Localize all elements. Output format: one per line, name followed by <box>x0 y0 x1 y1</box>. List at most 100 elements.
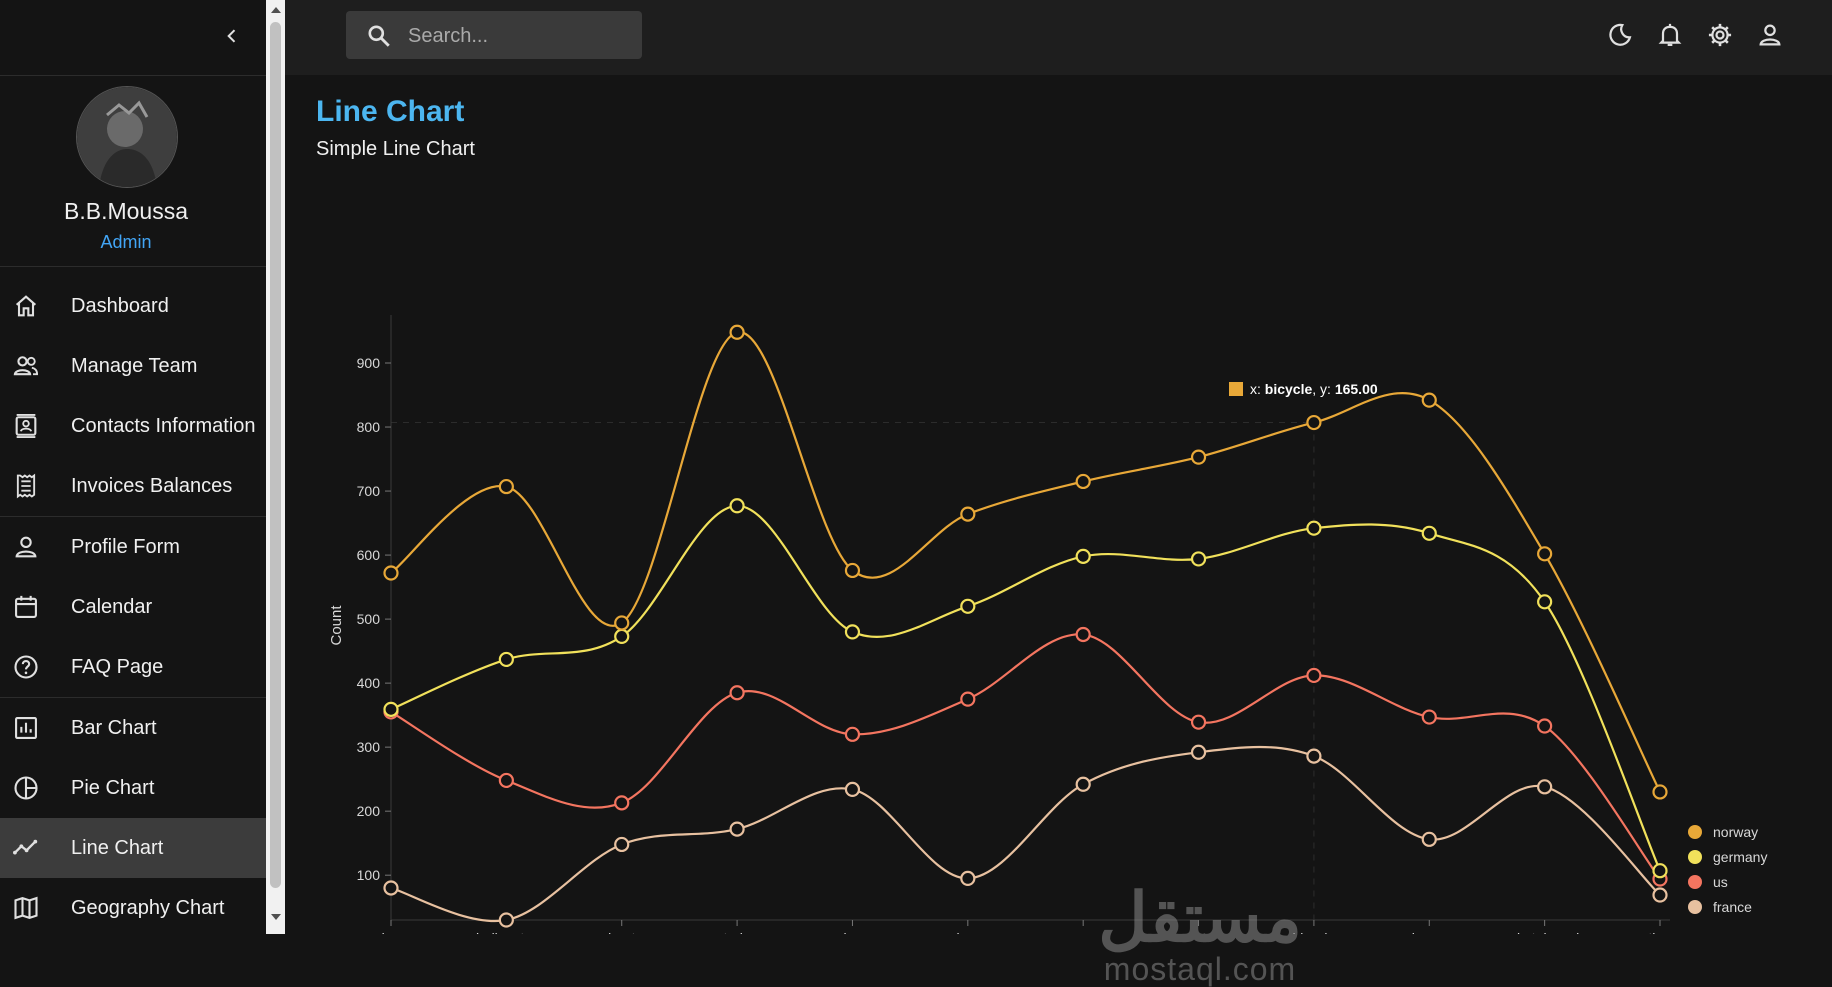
page-title: Line Chart <box>316 95 465 128</box>
sidebar-item-label: Calendar <box>71 596 153 618</box>
data-point-norway-train <box>729 324 745 340</box>
x-tick-label: bus <box>957 930 980 934</box>
data-point-france-horse <box>1421 831 1437 847</box>
tooltip-text: x: bicycle, y: 165.00 <box>1250 381 1378 397</box>
data-point-germany-others <box>1652 863 1668 879</box>
home-icon <box>15 295 37 317</box>
data-point-us-bus <box>960 691 976 707</box>
data-point-france-bus <box>960 870 976 886</box>
data-point-norway-helicopter <box>498 478 514 495</box>
scroll-down-arrow-icon[interactable] <box>271 914 281 920</box>
notifications-icon[interactable] <box>1656 21 1684 49</box>
data-point-germany-plane <box>383 701 399 717</box>
receipt-icon <box>16 473 36 499</box>
x-tick-label: boat <box>608 930 635 934</box>
dark-mode-icon[interactable] <box>1606 21 1634 49</box>
x-tick-label: train <box>723 930 750 934</box>
sidebar-scrollbar[interactable] <box>266 0 285 934</box>
series-line-norway <box>390 331 1661 793</box>
profile-name: B.B.Moussa <box>64 198 188 224</box>
sidebar-item-label: FAQ Page <box>71 656 164 678</box>
profile-role: Admin <box>100 232 152 252</box>
data-point-france-plane <box>383 880 399 896</box>
x-tick-label: skateboard <box>1510 930 1579 934</box>
data-point-us-car <box>1075 626 1091 643</box>
sidebar-divider <box>0 516 266 517</box>
main-content: Line Chart Simple Line Chart 100 200 300 40… <box>285 75 1832 985</box>
sidebar-item-label: Profile Form <box>71 536 180 558</box>
sidebar-item-manage-team[interactable]: Manage Team <box>0 336 266 396</box>
sidebar-item-dashboard[interactable]: Dashboard <box>0 276 266 336</box>
sidebar-item-invoices[interactable]: Invoices Balances <box>0 456 266 516</box>
sidebar-item-faq[interactable]: FAQ Page <box>0 637 266 697</box>
y-tick-label: 900 <box>357 355 381 371</box>
data-point-germany-helicopter <box>498 651 514 668</box>
series-line-france <box>390 745 1661 923</box>
watermark-latin: mostaql.com <box>1103 951 1297 987</box>
scroll-up-arrow-icon[interactable] <box>271 7 281 13</box>
data-point-france-boat <box>614 836 630 853</box>
x-tick-label: others <box>1641 930 1680 934</box>
chart-tooltip: x: bicycle, y: 165.00 <box>1229 381 1378 397</box>
sidebar-item-label: Pie Chart <box>71 777 155 799</box>
y-axis-label: Count <box>328 605 345 646</box>
line-chart: 100 200 300 400 500 600 700 800 900 plane helicopt… <box>328 315 1767 934</box>
avatar <box>76 86 178 188</box>
data-point-us-horse <box>1421 709 1437 725</box>
data-point-germany-bicycle <box>1306 520 1322 536</box>
sidebar-item-contacts[interactable]: Contacts Information <box>0 396 266 456</box>
help-icon <box>14 655 38 679</box>
scrollbar-thumb[interactable] <box>270 22 281 888</box>
legend-label-germany: germany <box>1713 849 1767 865</box>
settings-icon[interactable] <box>1706 21 1734 49</box>
data-point-france-subway <box>844 781 861 797</box>
y-tick-label: 500 <box>357 611 381 627</box>
sidebar-item-profile-form[interactable]: Profile Form <box>0 517 266 577</box>
calendar-icon <box>15 595 37 618</box>
tooltip-swatch <box>1229 382 1243 396</box>
collapse-sidebar-button[interactable] <box>218 22 246 50</box>
bar-chart-icon <box>15 717 37 739</box>
x-tick-label: plane <box>374 930 408 934</box>
y-tick-label: 400 <box>357 675 381 691</box>
people-icon <box>13 356 39 376</box>
data-point-germany-boat <box>614 628 630 644</box>
data-point-us-subway <box>844 726 861 742</box>
legend-swatch-us <box>1688 875 1702 889</box>
data-point-norway-car <box>1075 473 1091 490</box>
person-icon <box>15 536 37 558</box>
y-tick-label: 700 <box>357 483 381 499</box>
sidebar-item-bar-chart[interactable]: Bar Chart <box>0 698 266 758</box>
data-point-norway-others <box>1652 784 1668 800</box>
contacts-icon <box>15 413 37 439</box>
sidebar-item-geography-chart[interactable]: Geography Chart <box>0 878 266 934</box>
data-point-norway-bus <box>960 506 976 522</box>
search-box[interactable] <box>346 11 642 61</box>
sidebar-divider <box>0 75 266 76</box>
sidebar-item-pie-chart[interactable]: Pie Chart <box>0 758 266 818</box>
account-icon[interactable] <box>1756 21 1784 49</box>
y-tick-label: 600 <box>357 547 381 563</box>
timeline-icon <box>13 839 38 855</box>
data-point-norway-horse <box>1421 392 1437 408</box>
data-point-norway-plane <box>383 565 399 581</box>
data-point-germany-train <box>729 498 745 514</box>
x-tick-label: moto <box>1183 930 1214 934</box>
y-tick-label: 100 <box>357 867 381 883</box>
data-point-norway-subway <box>844 562 861 579</box>
x-tick-label: subway <box>829 930 876 934</box>
sidebar-item-label: Contacts Information <box>71 415 256 437</box>
search-input[interactable] <box>406 11 635 61</box>
search-icon[interactable] <box>366 23 392 49</box>
y-tick-label: 800 <box>357 419 381 435</box>
sidebar-item-calendar[interactable]: Calendar <box>0 577 266 637</box>
data-point-us-train <box>729 685 745 701</box>
data-point-germany-skateboard <box>1537 594 1553 610</box>
sidebar-item-line-chart[interactable]: Line Chart <box>0 818 266 878</box>
legend-label-france: france <box>1713 899 1752 915</box>
sidebar-divider <box>0 266 266 267</box>
series-line-germany <box>390 504 1662 872</box>
watermark: مستقل mostaql.com <box>1090 883 1310 985</box>
data-point-germany-horse <box>1421 525 1437 541</box>
legend-swatch-germany <box>1688 850 1702 864</box>
